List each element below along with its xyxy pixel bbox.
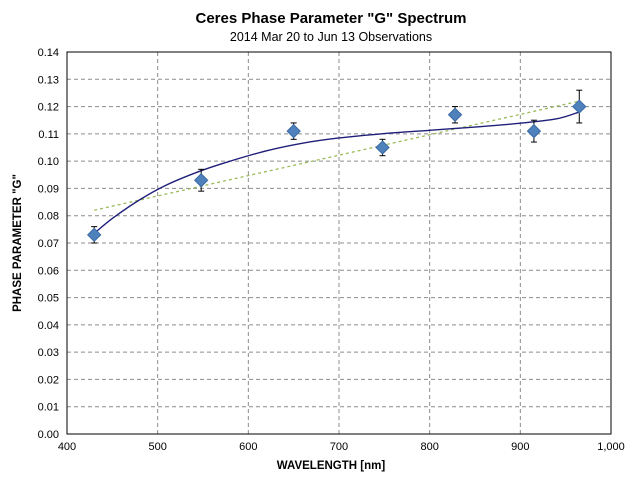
y-tick-labels: 0.00 0.01 0.02 0.03 0.04 0.05 0.06 0.07 0.08 0.09… bbox=[38, 47, 59, 441]
y-tick-label: 0.02 bbox=[38, 374, 59, 386]
chart-subtitle: 2014 Mar 20 to Jun 13 Observations bbox=[230, 30, 432, 44]
data-point bbox=[447, 107, 463, 122]
x-tick-labels: 400 500 600 700 800 900 1,000 bbox=[58, 441, 625, 453]
chart-title: Ceres Phase Parameter "G" Spectrum bbox=[195, 10, 466, 27]
y-tick-label: 0.01 bbox=[38, 402, 59, 414]
y-tick-label: 0.07 bbox=[38, 238, 59, 250]
y-tick-label: 0.13 bbox=[38, 74, 59, 86]
x-tick-label: 500 bbox=[148, 441, 166, 453]
data-point bbox=[86, 227, 102, 243]
y-tick-label: 0.11 bbox=[38, 129, 59, 141]
y-tick-label: 0.12 bbox=[38, 102, 59, 114]
linear-trend-line bbox=[94, 100, 580, 211]
linear-trend bbox=[94, 100, 580, 211]
y-tick-label: 0.05 bbox=[38, 293, 59, 305]
fit-curve-path bbox=[93, 111, 580, 234]
y-tick-label: 0.10 bbox=[38, 156, 59, 168]
x-tick-label: 600 bbox=[239, 441, 257, 453]
x-tick-label: 900 bbox=[511, 441, 529, 453]
data-point bbox=[572, 99, 587, 114]
data-point bbox=[193, 173, 209, 188]
x-tick-label: 800 bbox=[420, 441, 438, 453]
y-tick-label: 0.00 bbox=[38, 429, 59, 441]
plot-area-border bbox=[66, 51, 612, 435]
y-tick-label: 0.06 bbox=[38, 265, 59, 277]
data-point bbox=[526, 123, 542, 139]
data-points bbox=[86, 99, 587, 243]
y-tick-label: 0.09 bbox=[38, 183, 59, 195]
grid-lines bbox=[67, 52, 611, 434]
x-axis-title: WAVELENGTH [nm] bbox=[277, 460, 386, 472]
y-tick-label: 0.03 bbox=[38, 347, 59, 359]
y-tick-label: 0.04 bbox=[38, 320, 59, 332]
y-axis-title: PHASE PARAMETER "G" bbox=[12, 174, 24, 312]
y-tick-label: 0.14 bbox=[38, 47, 59, 59]
data-point bbox=[286, 123, 301, 139]
y-tick-label: 0.08 bbox=[38, 211, 59, 223]
x-tick-label: 700 bbox=[330, 441, 348, 453]
x-tick-label: 1,000 bbox=[597, 441, 625, 453]
data-point bbox=[375, 140, 390, 155]
fit-curve bbox=[93, 111, 580, 234]
x-tick-label: 400 bbox=[58, 441, 76, 453]
